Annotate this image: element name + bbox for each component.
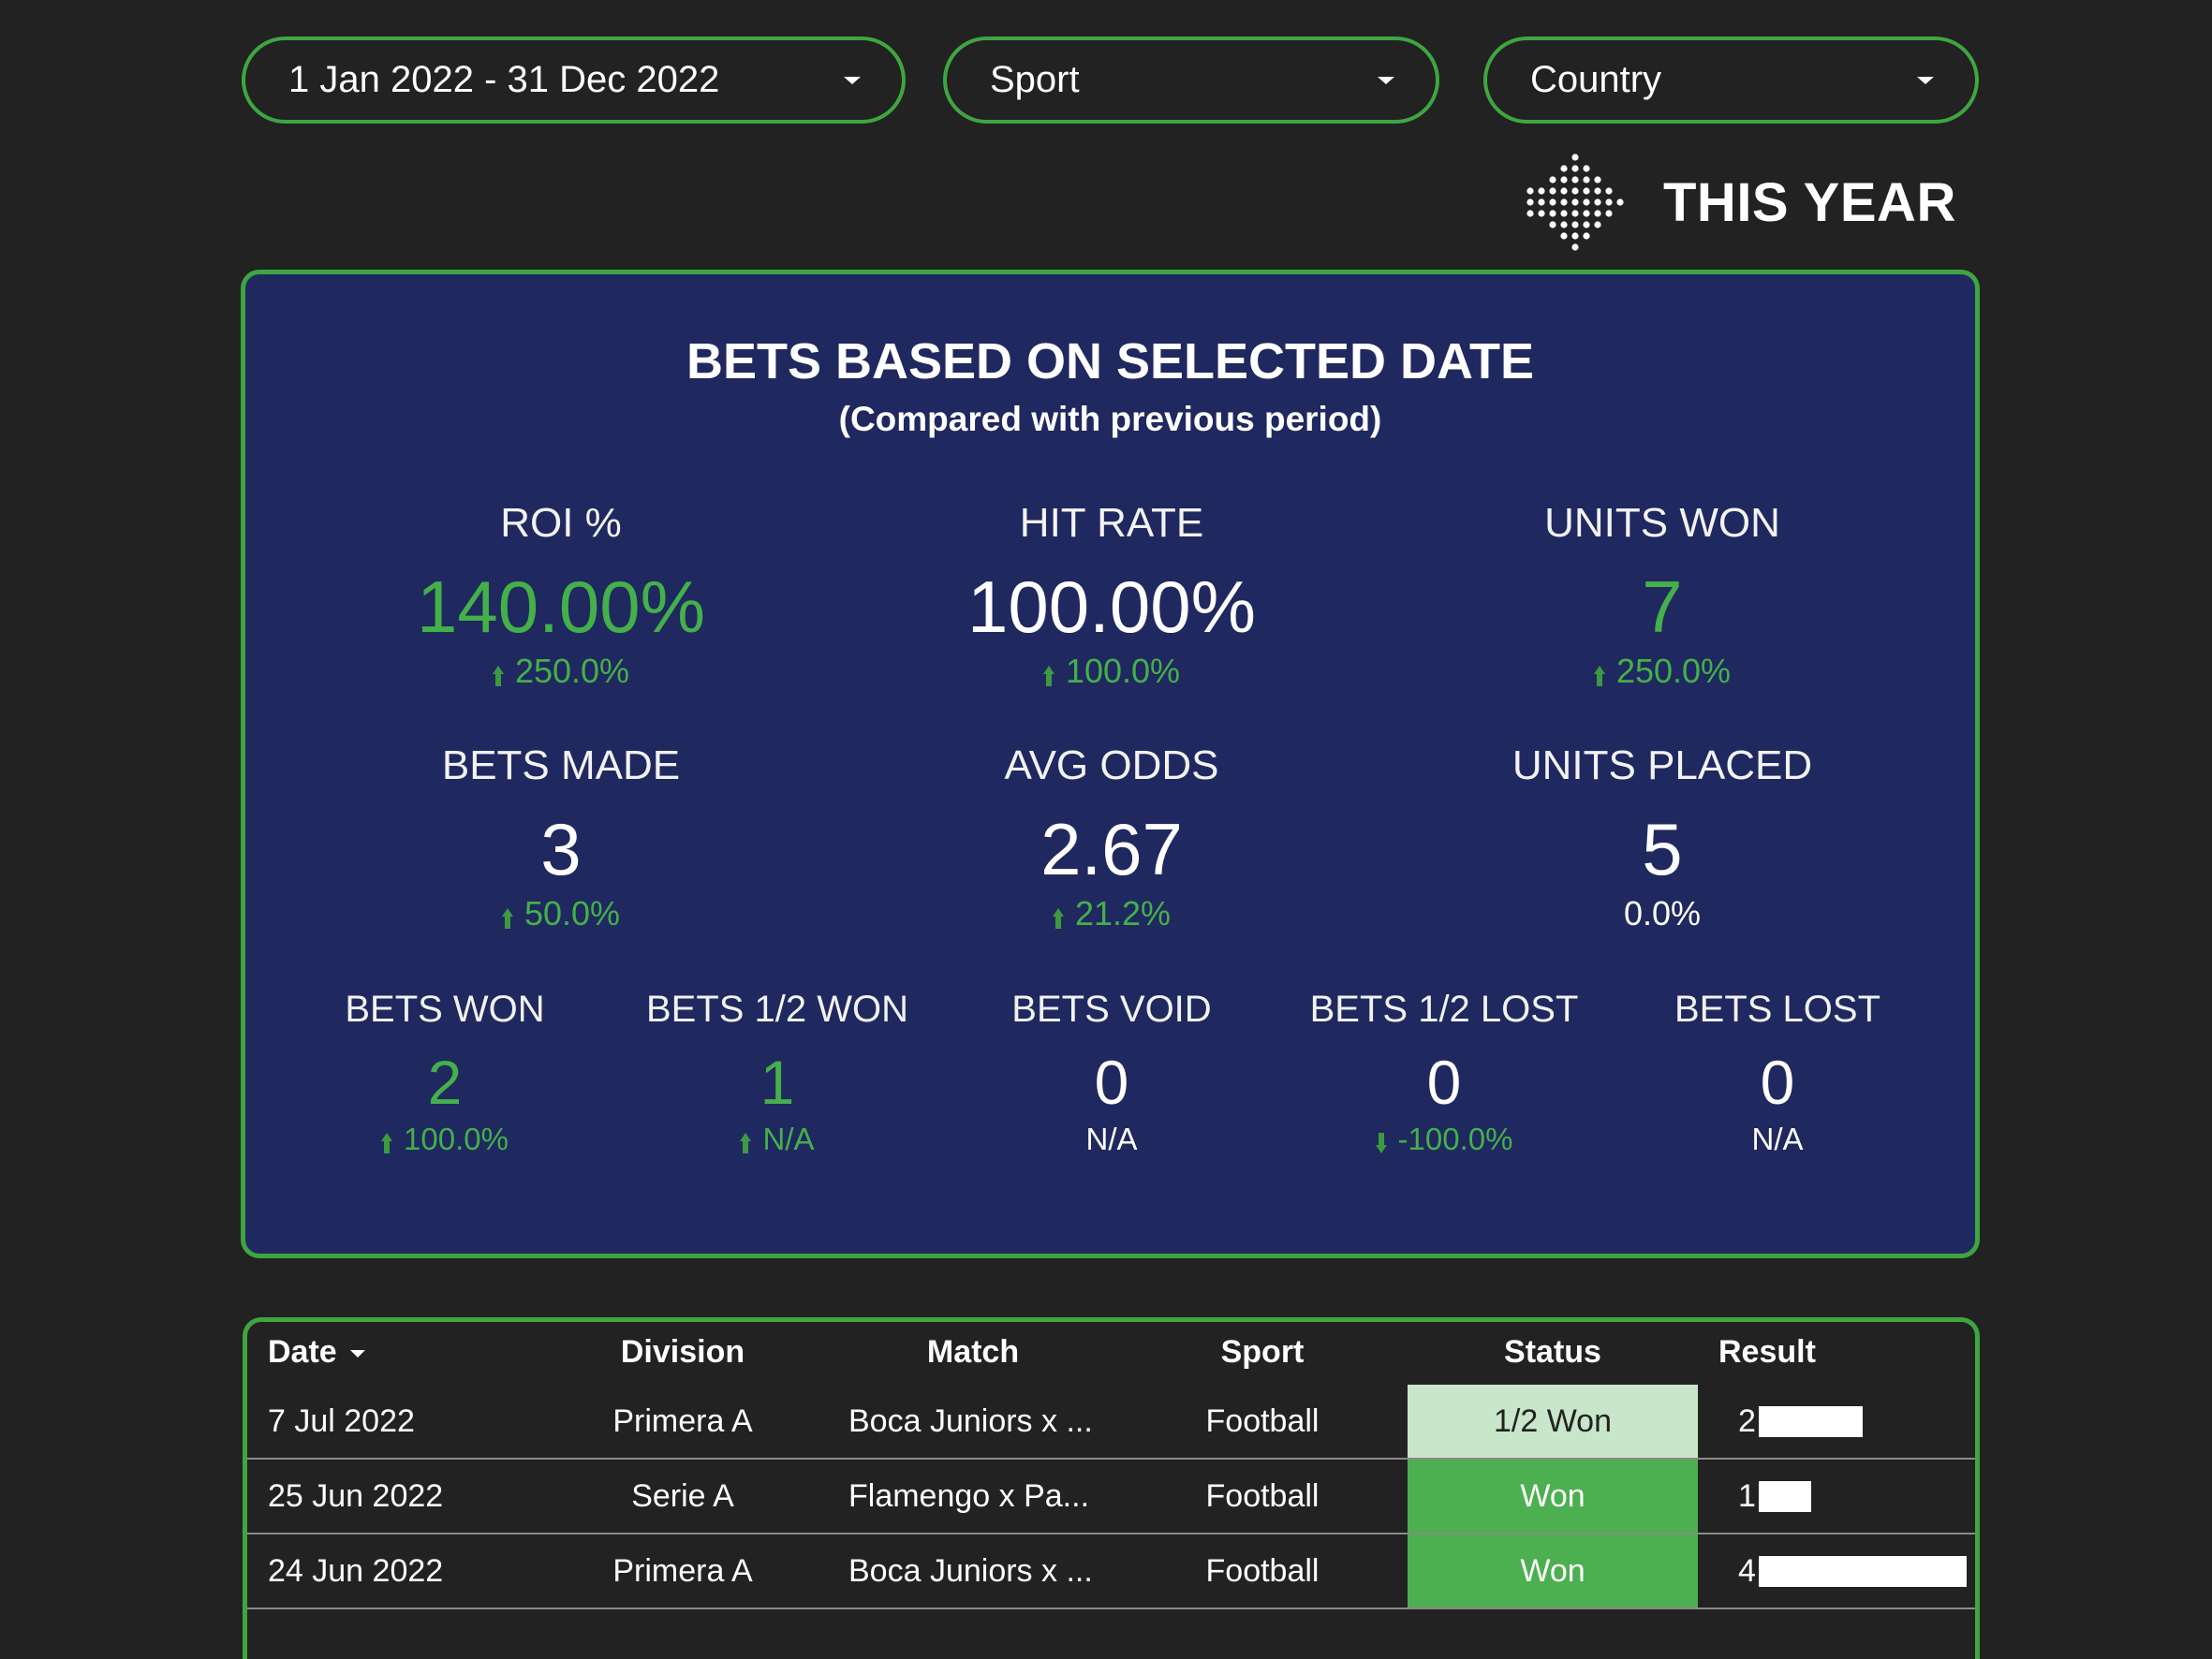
result-bar bbox=[1759, 1556, 1967, 1587]
country-dropdown[interactable]: Country bbox=[1483, 37, 1979, 124]
panel-subtitle: (Compared with previous period) bbox=[838, 400, 1382, 438]
arrow-up-icon bbox=[1593, 666, 1605, 686]
result-bar bbox=[1759, 1481, 1811, 1512]
sport-value: Sport bbox=[990, 59, 1080, 100]
metric-avg-odds: AVG ODDS 2.67 21.2% bbox=[849, 741, 1374, 932]
date-range-value: 1 Jan 2022 - 31 Dec 2022 bbox=[288, 59, 720, 100]
period-title: THIS YEAR bbox=[1663, 171, 1956, 233]
metric-delta: 0.0% bbox=[1623, 894, 1702, 932]
metric-value: 3 bbox=[540, 808, 582, 890]
metric-value: 2 bbox=[427, 1048, 463, 1117]
metric-value: 1 bbox=[759, 1048, 795, 1117]
chevron-down-icon bbox=[1917, 76, 1934, 84]
cell-sport: Football bbox=[1205, 1403, 1320, 1439]
metric-label: UNITS WON bbox=[1544, 500, 1780, 546]
cell-division: Serie A bbox=[631, 1478, 734, 1514]
chevron-down-icon bbox=[1378, 76, 1394, 84]
metric-delta: 250.0% bbox=[299, 653, 823, 690]
cell-result: 2 bbox=[1738, 1403, 1756, 1439]
metric-label: BETS VOID bbox=[1011, 989, 1212, 1030]
dot-arrow-icon bbox=[1526, 154, 1624, 251]
cell-match: Flamengo x Pa... bbox=[848, 1478, 1090, 1514]
metric-value: 0 bbox=[1426, 1048, 1462, 1117]
table-row[interactable]: 7 Jul 2022 Primera A Boca Juniors x ... … bbox=[247, 1385, 1975, 1460]
column-header-status[interactable]: Status bbox=[1504, 1334, 1601, 1370]
metric-bets-made: BETS MADE 3 50.0% bbox=[299, 741, 823, 932]
metric-label: BETS WON bbox=[345, 989, 545, 1030]
metric-label: AVG ODDS bbox=[1004, 742, 1219, 788]
metric-bets-won: BETS WON 2 100.0% bbox=[183, 988, 707, 1156]
status-badge: Won bbox=[1408, 1460, 1698, 1533]
cell-division: Primera A bbox=[612, 1403, 753, 1439]
metric-label: BETS 1/2 WON bbox=[645, 989, 909, 1030]
table-row[interactable]: 24 Jun 2022 Primera A Boca Juniors x ...… bbox=[247, 1534, 1975, 1609]
metric-value: 7 bbox=[1642, 565, 1683, 648]
cell-sport: Football bbox=[1205, 1478, 1320, 1514]
metric-value: 140.00% bbox=[417, 565, 705, 648]
result-bar bbox=[1759, 1406, 1863, 1437]
metric-bets-half-lost: BETS 1/2 LOST 0 -100.0% bbox=[1182, 988, 1706, 1156]
column-header-sport[interactable]: Sport bbox=[1220, 1334, 1305, 1370]
column-header-date[interactable]: Date bbox=[268, 1333, 365, 1371]
chevron-down-icon bbox=[844, 76, 861, 84]
cell-date: 24 Jun 2022 bbox=[268, 1553, 444, 1589]
arrow-up-icon bbox=[1052, 908, 1064, 929]
cell-sport: Football bbox=[1205, 1553, 1320, 1589]
column-header-division[interactable]: Division bbox=[620, 1334, 745, 1370]
cell-date: 7 Jul 2022 bbox=[268, 1403, 415, 1439]
metric-label: BETS MADE bbox=[441, 742, 681, 788]
metric-delta: 250.0% bbox=[1400, 653, 1924, 690]
metric-bets-void: BETS VOID 0 N/A bbox=[849, 988, 1374, 1156]
arrow-up-icon bbox=[501, 908, 513, 929]
panel-title: BETS BASED ON SELECTED DATE bbox=[686, 333, 1535, 389]
bets-table bbox=[243, 1317, 1980, 1659]
metric-value: 2.67 bbox=[1040, 808, 1183, 890]
cell-match: Boca Juniors x ... bbox=[848, 1553, 1093, 1589]
status-badge: Won bbox=[1408, 1534, 1698, 1608]
table-row[interactable]: 25 Jun 2022 Serie A Flamengo x Pa... Foo… bbox=[247, 1460, 1975, 1534]
metric-value: 0 bbox=[1094, 1048, 1129, 1117]
sport-dropdown[interactable]: Sport bbox=[943, 37, 1439, 124]
metric-bets-half-won: BETS 1/2 WON 1 N/A bbox=[515, 988, 1040, 1156]
arrow-up-icon bbox=[492, 666, 504, 686]
arrow-down-icon bbox=[1375, 1133, 1387, 1153]
cell-match: Boca Juniors x ... bbox=[848, 1403, 1093, 1439]
metric-label: HIT RATE bbox=[1019, 500, 1204, 546]
country-value: Country bbox=[1530, 59, 1662, 100]
metric-value: 5 bbox=[1642, 808, 1683, 890]
column-header-result[interactable]: Result bbox=[1718, 1334, 1816, 1370]
metric-delta: N/A bbox=[1085, 1122, 1138, 1156]
metric-value: 0 bbox=[1760, 1048, 1795, 1117]
metric-units-won: UNITS WON 7 250.0% bbox=[1400, 499, 1924, 690]
cell-result: 4 bbox=[1738, 1553, 1756, 1589]
date-range-dropdown[interactable]: 1 Jan 2022 - 31 Dec 2022 bbox=[242, 37, 906, 124]
arrow-up-icon bbox=[740, 1133, 752, 1153]
cell-date: 25 Jun 2022 bbox=[268, 1478, 444, 1514]
metric-delta: 100.0% bbox=[849, 653, 1374, 690]
metric-delta: N/A bbox=[515, 1123, 1040, 1156]
metric-label: ROI % bbox=[500, 500, 622, 546]
column-header-match[interactable]: Match bbox=[926, 1334, 1020, 1370]
metric-label: BETS 1/2 LOST bbox=[1309, 989, 1579, 1030]
cell-result: 1 bbox=[1738, 1478, 1756, 1514]
sort-desc-icon bbox=[349, 1350, 365, 1358]
metric-delta: N/A bbox=[1751, 1122, 1804, 1156]
metric-delta: 21.2% bbox=[849, 895, 1374, 932]
status-badge: 1/2 Won bbox=[1408, 1385, 1698, 1458]
arrow-up-icon bbox=[1042, 666, 1054, 686]
metric-hit-rate: HIT RATE 100.00% 100.0% bbox=[849, 499, 1374, 690]
metric-delta: 100.0% bbox=[183, 1123, 707, 1156]
metric-delta: -100.0% bbox=[1182, 1123, 1706, 1156]
period-header: THIS YEAR bbox=[1526, 150, 1956, 255]
metric-label: UNITS PLACED bbox=[1512, 742, 1813, 788]
metric-bets-lost: BETS LOST 0 N/A bbox=[1515, 988, 2040, 1156]
metric-delta: 50.0% bbox=[299, 895, 823, 932]
summary-panel: BETS BASED ON SELECTED DATE (Compared wi… bbox=[241, 270, 1980, 1258]
cell-division: Primera A bbox=[612, 1553, 753, 1589]
metric-label: BETS LOST bbox=[1674, 989, 1881, 1030]
metric-value: 100.00% bbox=[967, 565, 1256, 648]
arrow-up-icon bbox=[381, 1133, 393, 1153]
metric-roi: ROI % 140.00% 250.0% bbox=[299, 499, 823, 690]
metric-units-placed: UNITS PLACED 5 0.0% bbox=[1400, 741, 1924, 932]
